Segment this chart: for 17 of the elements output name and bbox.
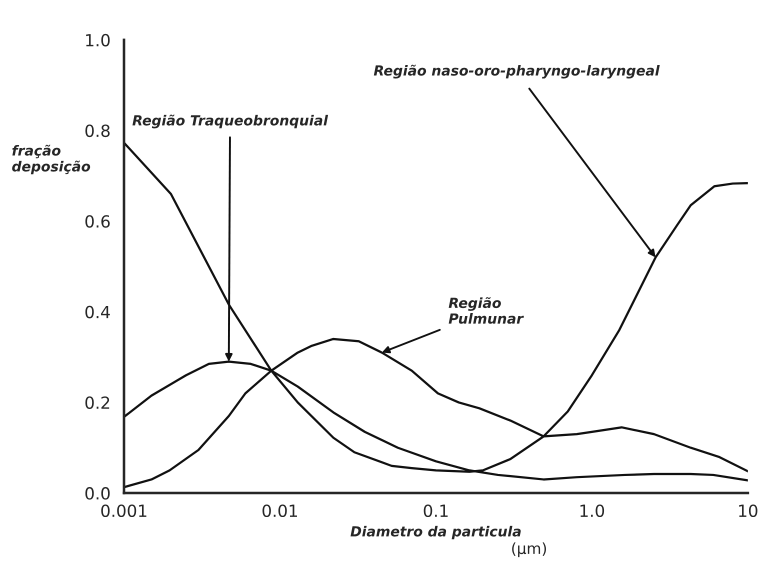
annotation: Região naso-oro-pharyngo-laryngeal: [374, 64, 660, 79]
y-tick-label: 0.8: [85, 124, 110, 138]
text: (µm): [512, 542, 546, 558]
y-tick-label: 0.6: [85, 215, 110, 228]
x-tick-label: 1.0: [580, 504, 604, 518]
annotation: Região Traqueobronquial: [132, 114, 328, 128]
x-tick-label: 0.1: [424, 504, 448, 518]
x-tick-label: 10: [739, 504, 758, 518]
y-axis-title: fração deposição: [12, 144, 90, 174]
y-tick-label: 1.0: [86, 34, 110, 46]
y-tick-label: 0.4: [85, 306, 110, 318]
x-tick-label: 0.001: [101, 504, 146, 518]
annotation: Região Pulmunar: [448, 297, 524, 324]
x-axis-title: Diametro da particula: [350, 526, 521, 540]
y-tick-label: 0.2: [85, 396, 110, 409]
x-tick-label: 0.01: [262, 504, 297, 518]
y-tick-label: 0.0: [85, 487, 110, 500]
